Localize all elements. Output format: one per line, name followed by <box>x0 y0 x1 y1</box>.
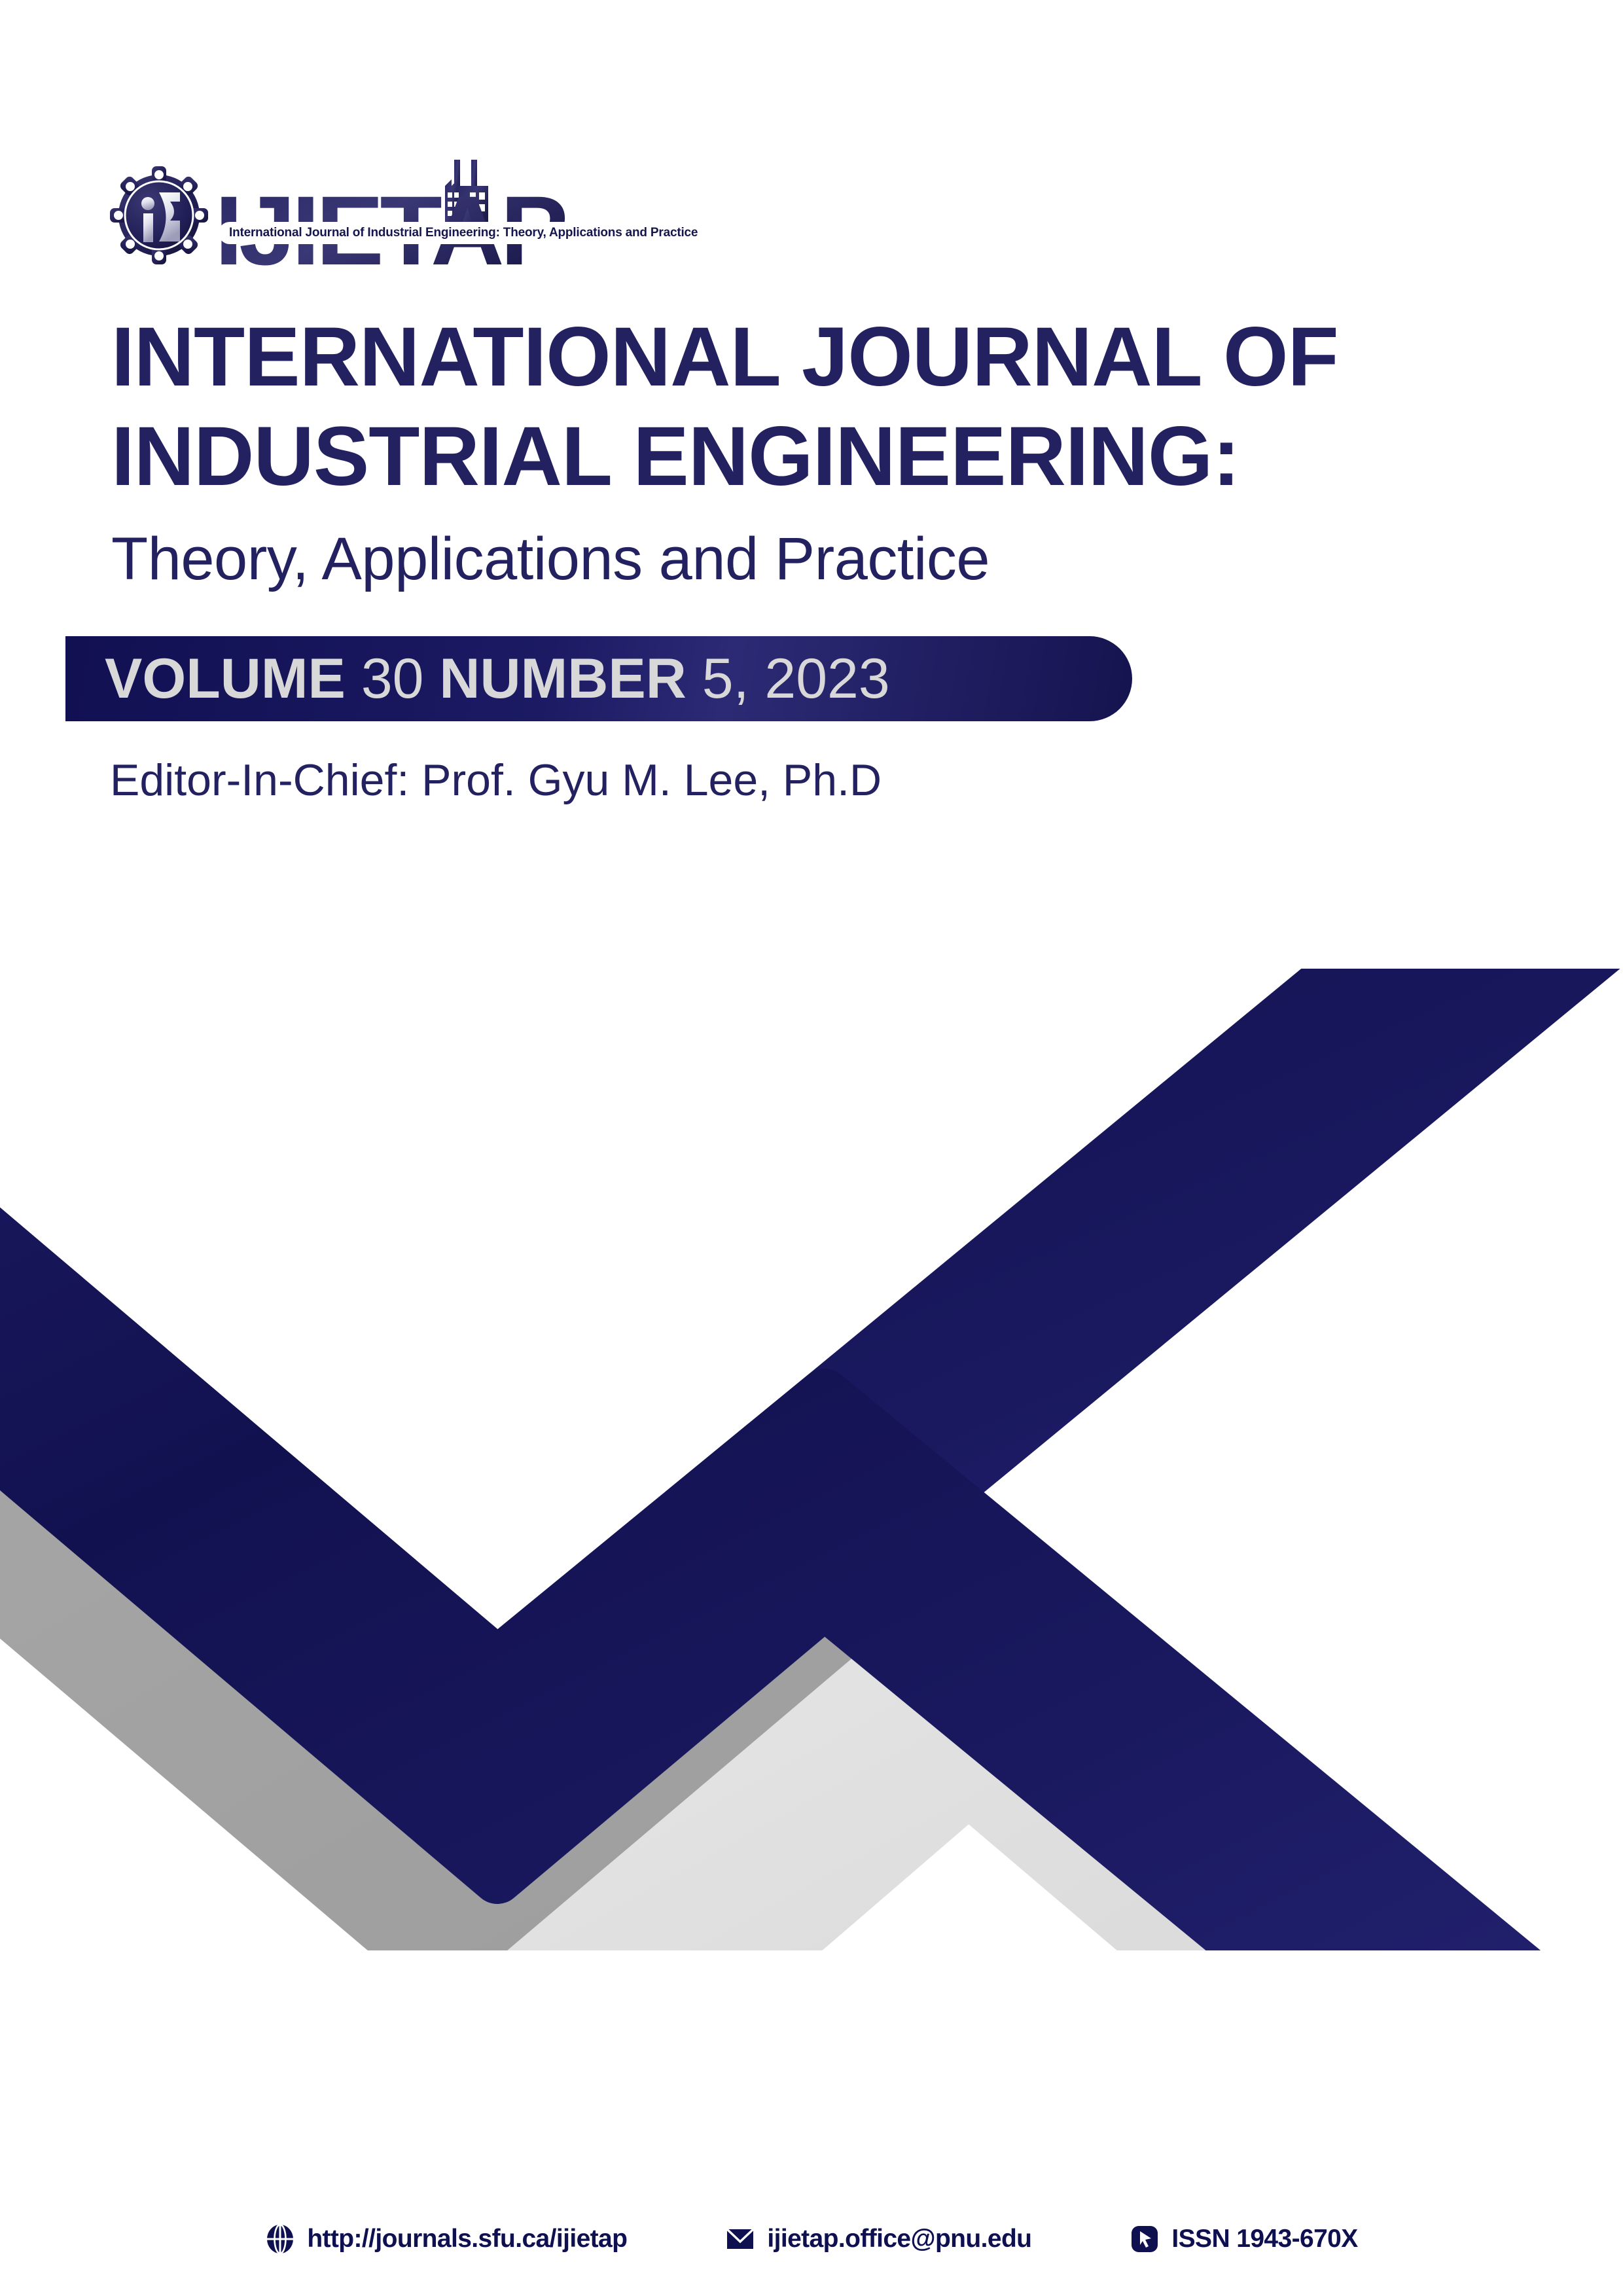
volume-number: 30 <box>361 647 424 710</box>
footer-email[interactable]: ijietap.office@pnu.edu <box>725 2224 1032 2254</box>
issue-year: 2023 <box>764 647 890 710</box>
cursor-badge-icon <box>1132 2226 1158 2252</box>
volume-issue-badge: VOLUME 30 NUMBER 5, 2023 <box>65 636 1132 721</box>
page-title-line-2: INDUSTRIAL ENGINEERING: <box>111 410 1240 503</box>
journal-title-block: INTERNATIONAL JOURNAL OF INDUSTRIAL ENGI… <box>111 308 1486 594</box>
page-subtitle: Theory, Applications and Practice <box>111 526 990 592</box>
page-title-line-1: INTERNATIONAL JOURNAL OF <box>111 310 1339 404</box>
journal-logo: IJIETAP International Journal of Industr… <box>110 154 709 272</box>
globe-icon <box>267 2224 294 2254</box>
footer-contact-bar: http://journals.sfu.ca/ijietap ijietap.o… <box>0 2224 1623 2254</box>
footer-website[interactable]: http://journals.sfu.ca/ijietap <box>265 2224 628 2254</box>
number-label: NUMBER <box>439 647 687 710</box>
volume-label: VOLUME <box>105 647 346 710</box>
factory-icon <box>445 160 488 226</box>
footer-issn[interactable]: ISSN 1943-670X <box>1130 2224 1358 2254</box>
envelope-icon <box>726 2228 755 2249</box>
issn-number: ISSN 1943-670X <box>1171 2225 1358 2253</box>
ribbon-band-navy <box>0 1207 1541 1950</box>
number-value: 5, <box>702 647 749 710</box>
chevron-ribbon-graphic <box>0 969 1620 1950</box>
gear-icon <box>110 166 208 264</box>
logo-monogram <box>141 192 180 242</box>
editor-in-chief-line: Editor-In-Chief: Prof. Gyu M. Lee, Ph.D <box>110 755 882 805</box>
volume-issue-text: VOLUME 30 NUMBER 5, 2023 <box>105 649 890 708</box>
website-url: http://journals.sfu.ca/ijietap <box>307 2225 628 2253</box>
logo-tagline: International Journal of Industrial Engi… <box>219 222 709 244</box>
email-address: ijietap.office@pnu.edu <box>767 2225 1032 2253</box>
wordmark-ijietap: IJIETAP <box>215 160 569 272</box>
